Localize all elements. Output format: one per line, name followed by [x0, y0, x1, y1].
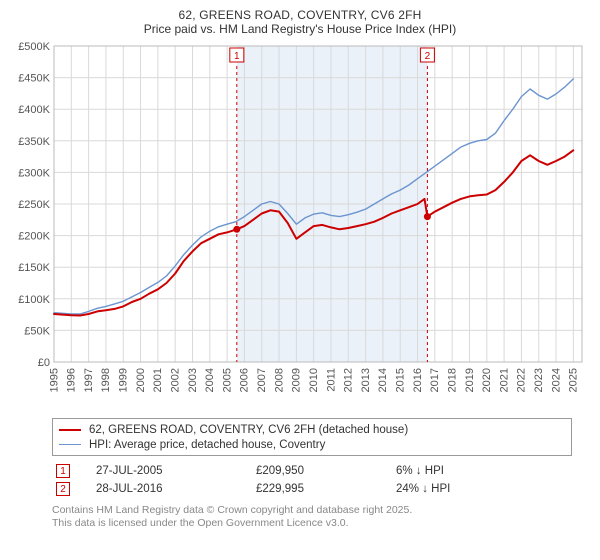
svg-text:£150K: £150K	[18, 262, 50, 274]
title-line-2: Price paid vs. HM Land Registry's House …	[12, 22, 588, 36]
marker-cell: £229,995	[252, 480, 392, 498]
svg-text:2010: 2010	[308, 368, 320, 392]
marker-table: 1 27-JUL-2005£209,9506% ↓ HPI 2 28-JUL-2016…	[52, 462, 572, 498]
svg-text:1: 1	[234, 51, 240, 62]
svg-text:1997: 1997	[83, 368, 95, 392]
marker-badge: 1	[56, 464, 70, 478]
footnote-line-1: Contains HM Land Registry data © Crown c…	[52, 504, 588, 517]
chart-svg: £0 £50K £100K £150K £200K £250K £300K £350K £400…	[12, 42, 588, 412]
svg-text:2011: 2011	[325, 368, 337, 392]
marker-cell: 28-JUL-2016	[92, 480, 252, 498]
svg-text:£250K: £250K	[18, 199, 50, 211]
svg-text:£350K: £350K	[18, 136, 50, 148]
svg-text:2021: 2021	[498, 368, 510, 392]
svg-text:2004: 2004	[204, 368, 216, 392]
svg-text:£200K: £200K	[18, 231, 50, 243]
svg-text:2023: 2023	[533, 368, 545, 392]
svg-text:£300K: £300K	[18, 167, 50, 179]
svg-text:£0: £0	[38, 357, 50, 369]
marker-cell: 6% ↓ HPI	[392, 462, 572, 480]
svg-text:2022: 2022	[516, 368, 528, 392]
svg-text:1996: 1996	[66, 368, 78, 392]
svg-text:2013: 2013	[360, 368, 372, 392]
svg-text:2017: 2017	[429, 368, 441, 392]
svg-text:£50K: £50K	[24, 325, 50, 337]
svg-text:£400K: £400K	[18, 104, 50, 116]
svg-text:2: 2	[425, 51, 431, 62]
legend-swatch	[59, 444, 81, 445]
svg-text:2001: 2001	[152, 368, 164, 392]
svg-text:2007: 2007	[256, 368, 268, 392]
marker-row: 2 28-JUL-2016£229,99524% ↓ HPI	[52, 480, 572, 498]
marker-row: 1 27-JUL-2005£209,9506% ↓ HPI	[52, 462, 572, 480]
svg-text:2012: 2012	[343, 368, 355, 392]
legend-row: HPI: Average price, detached house, Cove…	[59, 437, 565, 452]
marker-cell: £209,950	[252, 462, 392, 480]
svg-text:2003: 2003	[187, 368, 199, 392]
svg-text:2006: 2006	[239, 368, 251, 392]
svg-text:2025: 2025	[568, 368, 580, 392]
svg-text:£450K: £450K	[18, 73, 50, 85]
marker-cell: 27-JUL-2005	[92, 462, 252, 480]
legend-box: 62, GREENS ROAD, COVENTRY, CV6 2FH (deta…	[52, 418, 572, 456]
svg-text:1995: 1995	[48, 368, 60, 392]
svg-text:2000: 2000	[135, 368, 147, 392]
footnote: Contains HM Land Registry data © Crown c…	[52, 504, 588, 530]
legend-label: 62, GREENS ROAD, COVENTRY, CV6 2FH (deta…	[89, 424, 408, 436]
footnote-line-2: This data is licensed under the Open Gov…	[52, 517, 588, 530]
svg-text:2005: 2005	[221, 368, 233, 392]
svg-text:2020: 2020	[481, 368, 493, 392]
chart-title: 62, GREENS ROAD, COVENTRY, CV6 2FH Price…	[12, 8, 588, 36]
svg-text:£100K: £100K	[18, 294, 50, 306]
svg-text:1998: 1998	[100, 368, 112, 392]
svg-text:2009: 2009	[291, 368, 303, 392]
marker-badge: 2	[56, 482, 70, 496]
legend-swatch	[59, 429, 81, 431]
svg-text:£500K: £500K	[18, 42, 50, 53]
legend-label: HPI: Average price, detached house, Cove…	[89, 439, 325, 451]
chart-area: £0 £50K £100K £150K £200K £250K £300K £350K £400…	[12, 42, 588, 412]
legend-row: 62, GREENS ROAD, COVENTRY, CV6 2FH (deta…	[59, 422, 565, 437]
svg-text:2024: 2024	[550, 368, 562, 392]
title-line-1: 62, GREENS ROAD, COVENTRY, CV6 2FH	[12, 8, 588, 22]
svg-text:2019: 2019	[464, 368, 476, 392]
svg-text:1999: 1999	[118, 368, 130, 392]
svg-text:2014: 2014	[377, 368, 389, 392]
marker-cell: 24% ↓ HPI	[392, 480, 572, 498]
svg-text:2008: 2008	[273, 368, 285, 392]
svg-text:2015: 2015	[395, 368, 407, 392]
svg-text:2016: 2016	[412, 368, 424, 392]
svg-text:2018: 2018	[446, 368, 458, 392]
svg-text:2002: 2002	[169, 368, 181, 392]
